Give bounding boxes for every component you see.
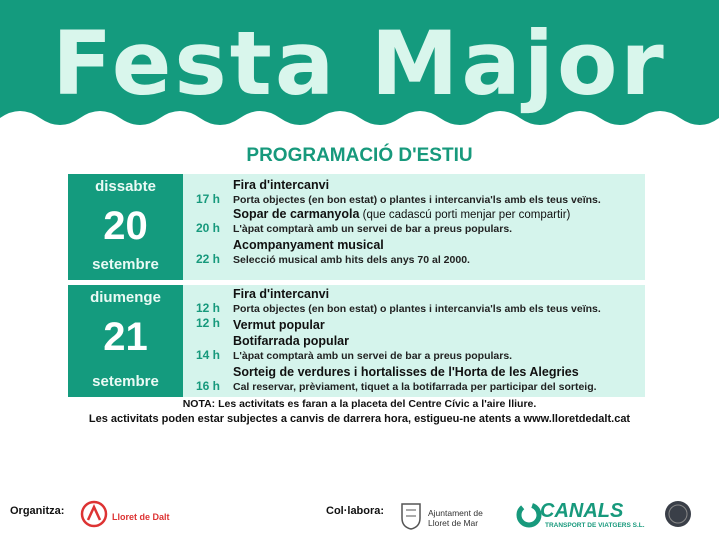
event-title: Fira d'intercanvi [233, 287, 330, 301]
collaborator-logo: CANALS [540, 500, 624, 522]
event-title-note: (que cadascú porti menjar per compartir) [359, 209, 571, 221]
coat-of-arms [401, 503, 421, 530]
event-title: Botifarrada popular [233, 334, 349, 348]
event-title: Fira d'intercanvi [233, 178, 330, 192]
event-title: Acompanyament musical [233, 238, 384, 252]
month: setembre [92, 373, 159, 390]
event-time: 12 h [196, 316, 221, 330]
event-description: Selecció musical amb hits dels anys 70 a… [233, 254, 470, 266]
logo-icon [80, 500, 108, 528]
event-description: L'àpat comptarà amb un servei de bar a p… [233, 223, 513, 235]
events-box [183, 174, 645, 280]
collaborator-label: Col·labora: [326, 505, 385, 517]
note: NOTA: Les activitats es faran a la place… [182, 398, 537, 410]
event-description: Cal reservar, prèviament, tiquet a la bo… [233, 381, 597, 393]
event-time: 20 h [196, 221, 221, 235]
event-time: 14 h [196, 348, 221, 362]
day-number: 21 [103, 315, 148, 359]
event-title: Sorteig de verdures i hortalisses de l'H… [233, 365, 579, 379]
weekday: dissabte [95, 178, 156, 195]
collaborator-logo-sub: TRANSPORT DE VIATGERS S.L. [545, 522, 645, 529]
event-time: 16 h [196, 379, 221, 393]
event-description: Porta objectes (en bon estat) o plantes … [233, 303, 601, 315]
month: setembre [92, 256, 159, 273]
title: Festa Major [52, 12, 667, 115]
organizer-logo: Lloret de Dalt [112, 512, 170, 522]
event-time: 22 h [196, 252, 221, 266]
day-box [68, 285, 183, 397]
badge-logo [665, 501, 691, 527]
weekday: diumenge [90, 289, 161, 306]
canals-icon [516, 502, 542, 528]
event-title: Sopar de carmanyola (que cadascú porti m… [233, 207, 571, 221]
collaborator-logo: Ajuntament de Lloret de Mar [428, 508, 483, 528]
event-title: Vermut popular [233, 318, 325, 332]
event-time: 12 h [196, 301, 221, 315]
event-time: 17 h [196, 192, 221, 206]
day-box [68, 174, 183, 280]
event-description: Porta objectes (en bon estat) o plantes … [233, 194, 601, 206]
events-box [183, 285, 645, 397]
header-band [0, 0, 719, 125]
organizer-label: Organitza: [10, 505, 65, 517]
note: Les activitats poden estar subjectes a c… [88, 413, 631, 425]
subtitle: PROGRAMACIÓ D'ESTIU [246, 145, 473, 166]
day-number: 20 [103, 204, 148, 248]
event-description: L'àpat comptarà amb un servei de bar a p… [233, 350, 513, 362]
